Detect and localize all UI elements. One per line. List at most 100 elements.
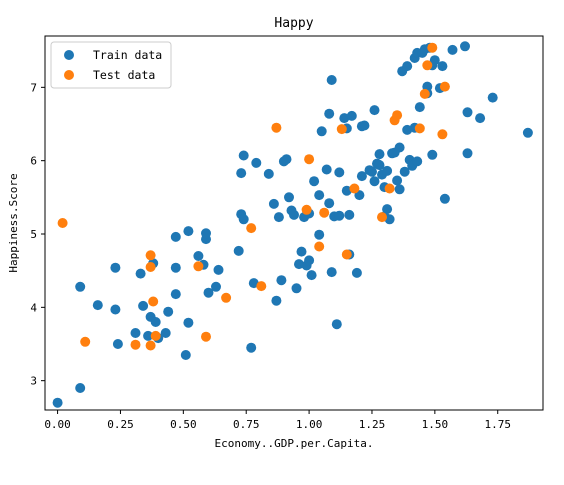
train-point bbox=[359, 120, 370, 131]
train-point bbox=[369, 105, 380, 116]
x-tick-label: 1.75 bbox=[484, 418, 511, 431]
train-point bbox=[487, 92, 498, 103]
train-point bbox=[183, 317, 194, 328]
train-point bbox=[271, 295, 282, 306]
train-point bbox=[183, 226, 194, 237]
train-point bbox=[314, 229, 325, 240]
test-point bbox=[414, 123, 425, 134]
test-point bbox=[221, 292, 232, 303]
test-point bbox=[130, 339, 141, 350]
train-point bbox=[246, 342, 257, 353]
train-point bbox=[326, 267, 337, 278]
train-point bbox=[273, 212, 284, 223]
train-point bbox=[251, 157, 262, 168]
train-point bbox=[110, 262, 121, 273]
train-point bbox=[334, 210, 345, 221]
train-point bbox=[170, 262, 181, 273]
train-point bbox=[309, 176, 320, 187]
train-point bbox=[367, 166, 377, 177]
train-point bbox=[263, 168, 274, 179]
train-point bbox=[341, 185, 352, 196]
test-point bbox=[336, 124, 347, 135]
train-point bbox=[326, 75, 337, 85]
train-point bbox=[75, 383, 86, 393]
test-point bbox=[193, 261, 204, 272]
test-point bbox=[419, 88, 430, 99]
train-point bbox=[402, 124, 413, 135]
train-point bbox=[112, 339, 123, 349]
train-point bbox=[238, 150, 249, 161]
chart-title: Happy bbox=[274, 16, 313, 31]
train-point bbox=[522, 127, 533, 138]
legend: Train data Test data bbox=[50, 41, 172, 89]
train-point bbox=[382, 204, 393, 215]
legend-marker-train bbox=[64, 50, 74, 60]
test-point bbox=[319, 207, 330, 218]
test-point bbox=[148, 296, 159, 307]
train-point bbox=[321, 164, 332, 175]
train-point bbox=[163, 306, 174, 317]
train-point bbox=[236, 168, 247, 179]
train-point bbox=[344, 209, 355, 220]
test-point bbox=[201, 331, 211, 342]
train-point bbox=[382, 165, 393, 176]
train-point bbox=[296, 246, 307, 257]
train-point bbox=[284, 192, 294, 203]
train-point bbox=[160, 328, 171, 338]
train-point bbox=[193, 251, 204, 261]
x-tick-label: 0.50 bbox=[170, 418, 197, 431]
train-point bbox=[110, 304, 121, 315]
train-point bbox=[180, 350, 191, 360]
train-point bbox=[402, 61, 413, 72]
x-tick-label: 1.25 bbox=[359, 418, 386, 431]
test-point bbox=[341, 249, 352, 260]
train-point bbox=[374, 149, 385, 160]
train-point bbox=[394, 142, 405, 153]
train-point bbox=[291, 283, 302, 294]
train-point bbox=[324, 108, 335, 119]
train-point bbox=[304, 255, 315, 266]
y-tick-label: 7 bbox=[30, 81, 37, 94]
train-point bbox=[130, 328, 141, 338]
test-point bbox=[150, 330, 161, 341]
test-point bbox=[145, 340, 156, 351]
y-axis-label: Happiness.Score bbox=[7, 173, 20, 272]
test-point bbox=[314, 241, 325, 252]
test-point bbox=[271, 122, 282, 133]
train-point bbox=[135, 268, 146, 279]
test-point bbox=[304, 154, 315, 165]
train-point bbox=[399, 166, 410, 177]
train-point bbox=[143, 330, 154, 341]
test-point bbox=[439, 81, 450, 92]
train-point bbox=[374, 160, 385, 171]
test-point bbox=[384, 183, 395, 194]
train-point bbox=[392, 175, 403, 186]
test-point bbox=[145, 262, 156, 272]
train-point bbox=[306, 270, 317, 281]
test-point bbox=[256, 281, 267, 292]
train-point bbox=[462, 148, 473, 159]
train-point bbox=[334, 167, 345, 178]
train-point bbox=[316, 126, 327, 137]
y-tick-label: 4 bbox=[30, 301, 37, 314]
train-point bbox=[331, 319, 342, 330]
train-point bbox=[233, 245, 244, 256]
test-point bbox=[422, 60, 433, 71]
train-point bbox=[170, 289, 181, 300]
train-point bbox=[460, 41, 470, 52]
plot-frame bbox=[44, 35, 544, 411]
x-tick-label: 1.50 bbox=[422, 418, 449, 431]
train-point bbox=[384, 214, 395, 225]
train-point bbox=[394, 184, 405, 195]
train-point bbox=[462, 107, 473, 118]
train-point bbox=[150, 317, 161, 327]
x-axis-ticks: 0.00 0.25 0.50 0.75 1.00 1.25 1.50 1.75 bbox=[44, 410, 511, 431]
y-tick-label: 6 bbox=[30, 155, 37, 168]
train-point bbox=[447, 44, 458, 55]
train-point bbox=[138, 300, 149, 311]
legend-box bbox=[50, 41, 172, 89]
train-point bbox=[429, 55, 440, 66]
test-point bbox=[57, 218, 68, 228]
train-point bbox=[276, 275, 287, 286]
train-point bbox=[324, 198, 335, 209]
